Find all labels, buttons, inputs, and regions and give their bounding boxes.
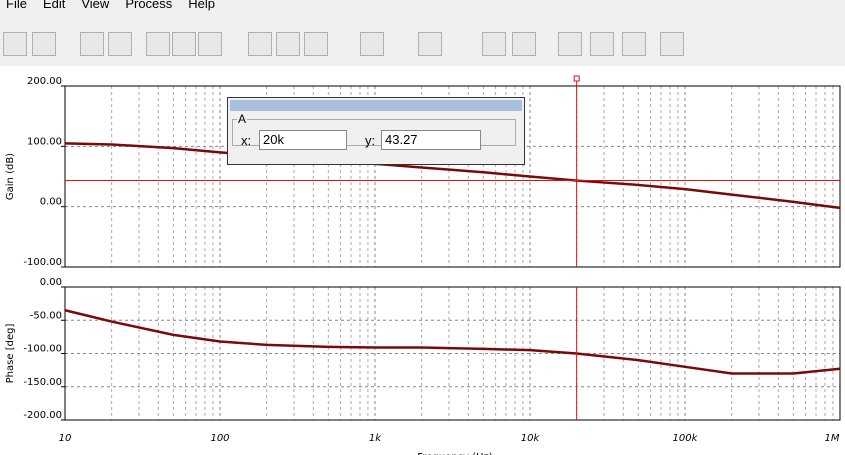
cursor-handle bbox=[573, 75, 580, 82]
y-axis-label: Phase [deg] bbox=[5, 324, 16, 384]
tool-ellipse[interactable] bbox=[418, 32, 442, 56]
cursor-box: A x: 20k y: 43.27 bbox=[227, 97, 525, 165]
y-tick-label: -200.00 bbox=[23, 410, 62, 421]
x-tick-label: 100k bbox=[673, 433, 699, 444]
tool-cursor-a[interactable] bbox=[482, 32, 506, 56]
tool-save[interactable] bbox=[32, 32, 56, 56]
y-input[interactable]: 43.27 bbox=[381, 130, 481, 150]
cursor-group: A x: 20k y: 43.27 bbox=[232, 112, 516, 150]
y-axis-label: Gain (dB) bbox=[5, 153, 16, 200]
y-tick-label: -100.00 bbox=[23, 344, 62, 355]
y-tick-label: -150.00 bbox=[23, 377, 62, 388]
y-tick-label: -50.00 bbox=[30, 310, 62, 321]
x-axis-label: Frequency (Hz) bbox=[417, 452, 493, 455]
y-tick-label: 0.00 bbox=[40, 197, 62, 208]
menu-bar: File Edit View Process Help bbox=[0, 0, 225, 16]
tool-arrow2[interactable] bbox=[304, 32, 328, 56]
x-tick-label: 100 bbox=[210, 433, 229, 444]
y-tick-label: 0.00 bbox=[40, 277, 62, 288]
cursor-group-label: A bbox=[238, 112, 247, 126]
menu-item[interactable]: Process bbox=[125, 0, 173, 11]
series-line bbox=[64, 309, 841, 375]
tool-zoom-100[interactable] bbox=[198, 32, 222, 56]
plot-frame bbox=[64, 85, 841, 268]
x-tick-label: 1k bbox=[369, 433, 382, 444]
y-tick-label: -100.00 bbox=[23, 257, 62, 268]
y-tick-label: 200.00 bbox=[27, 76, 62, 87]
tool-select[interactable] bbox=[146, 32, 170, 56]
tool-nav[interactable] bbox=[660, 32, 684, 56]
x-tick-label: 10 bbox=[59, 433, 72, 444]
x-tick-label: 10k bbox=[521, 433, 541, 444]
tool-zoom[interactable] bbox=[172, 32, 196, 56]
x-label: x: bbox=[241, 133, 252, 148]
tool-open[interactable] bbox=[3, 32, 27, 56]
tool-paste[interactable] bbox=[108, 32, 132, 56]
tool-marker[interactable] bbox=[622, 32, 646, 56]
cursor-box-titlebar bbox=[230, 100, 522, 111]
tool-pick[interactable] bbox=[590, 32, 614, 56]
tool-arrow[interactable] bbox=[276, 32, 300, 56]
menu-item[interactable]: Help bbox=[188, 0, 216, 11]
tool-copy[interactable] bbox=[80, 32, 104, 56]
x-tick-label: 1M bbox=[825, 433, 840, 444]
tool-line[interactable] bbox=[360, 32, 384, 56]
y-label: y: bbox=[365, 133, 376, 148]
menu-item[interactable]: Edit bbox=[42, 0, 66, 11]
menu-item[interactable]: File bbox=[6, 0, 27, 11]
series-line bbox=[64, 142, 841, 210]
y-tick-label: 100.00 bbox=[27, 136, 62, 147]
x-input[interactable]: 20k bbox=[259, 130, 347, 150]
tool-curves[interactable] bbox=[558, 32, 582, 56]
plot-frame bbox=[64, 286, 841, 421]
tool-text[interactable] bbox=[248, 32, 272, 56]
tool-cursor-b[interactable] bbox=[512, 32, 536, 56]
menu-item[interactable]: View bbox=[81, 0, 110, 11]
